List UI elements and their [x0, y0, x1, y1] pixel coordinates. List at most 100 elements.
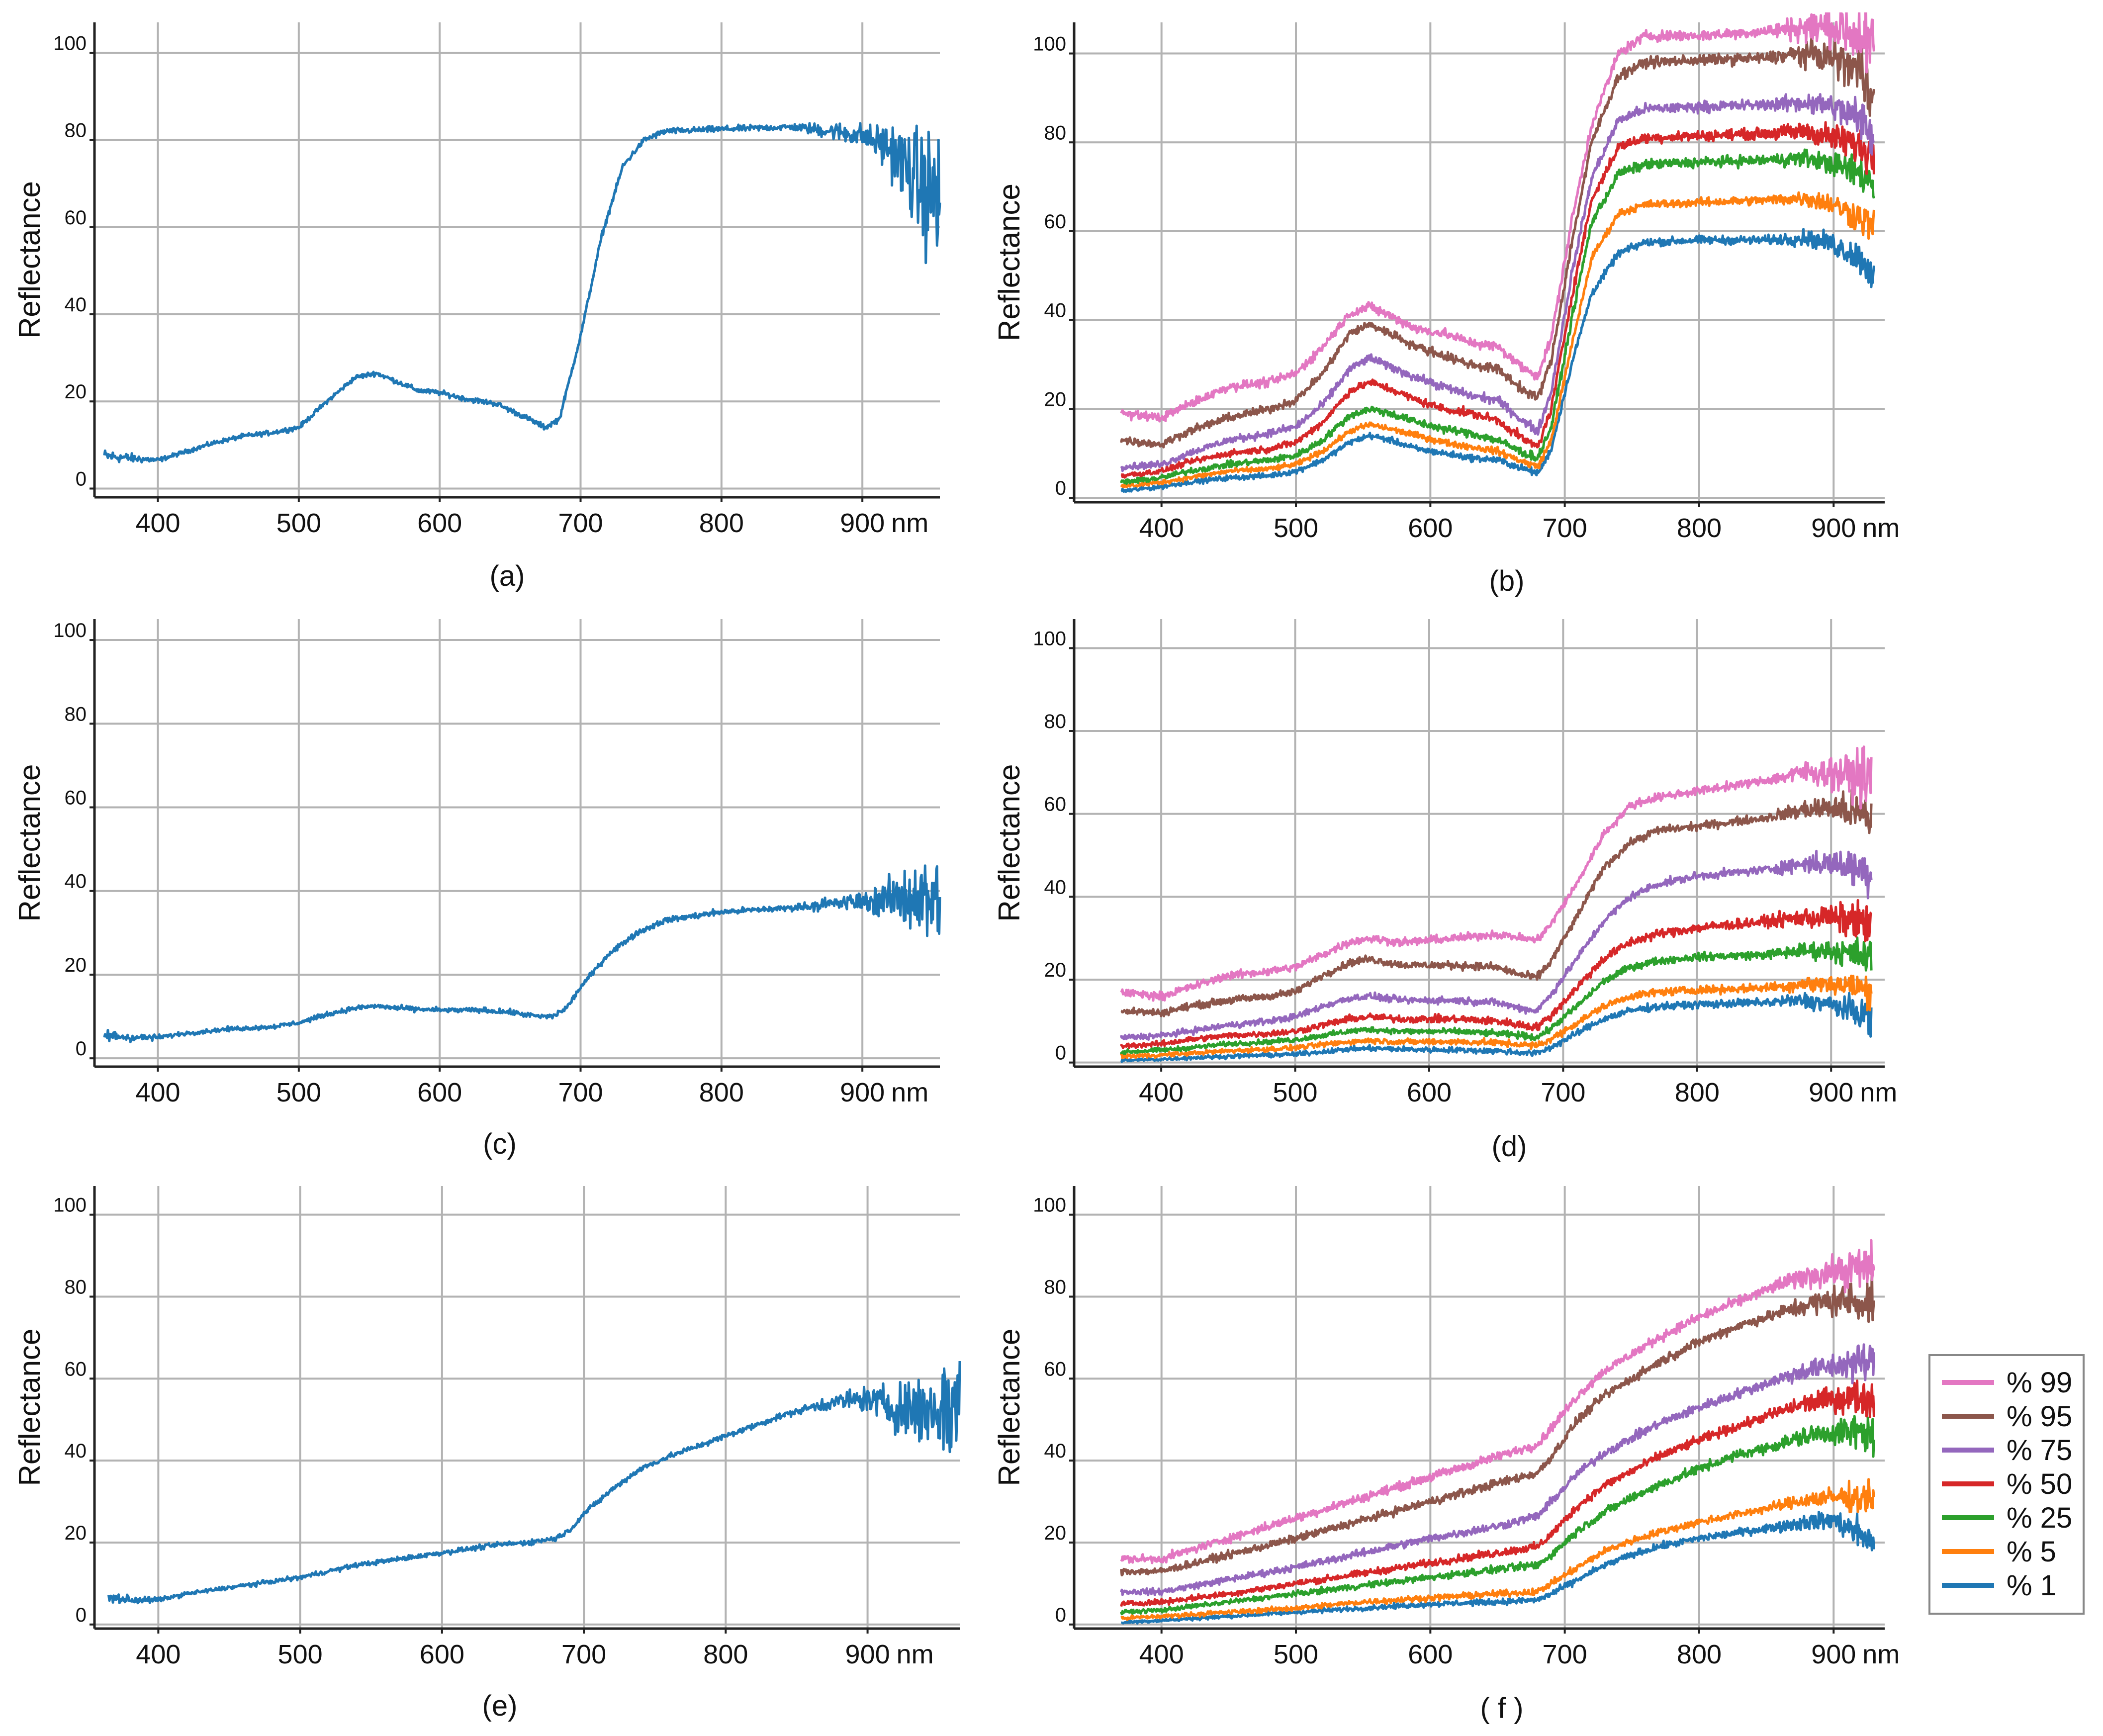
x-unit-label: nm: [891, 1078, 928, 1107]
series-line-50: [1120, 1379, 1875, 1607]
x-tick-label: 900: [1811, 1640, 1856, 1669]
series-line-50: [1120, 121, 1875, 479]
y-tick-label: 20: [1044, 388, 1067, 410]
series-line-99: [1120, 1239, 1875, 1564]
y-tick-label: 100: [53, 32, 87, 54]
legend-label: % 25: [2007, 1502, 2072, 1534]
y-tick-label: 60: [65, 207, 87, 229]
series-line-50: [1120, 899, 1872, 1049]
y-axis-label: Reflectance: [993, 1329, 1026, 1486]
x-tick-label: 500: [1273, 1078, 1317, 1107]
x-tick-label: 900: [840, 1078, 885, 1107]
y-tick-label: 40: [1044, 300, 1067, 322]
x-tick-label: 400: [135, 1078, 180, 1107]
legend-label: % 1: [2007, 1569, 2056, 1602]
chart-panel-4: 400 500 600 700 800 900 nm 0 20 40 60 80 100 Reflecta…: [993, 619, 1897, 1163]
y-tick-label: 60: [65, 787, 87, 809]
chart-panel-5: 400 500 600 700 800 900 nm 0 20 40 60 80 100 Reflecta…: [13, 1186, 961, 1722]
x-tick-label: 900: [840, 508, 885, 538]
series-line-25: [1120, 936, 1873, 1055]
y-tick-label: 100: [1033, 628, 1066, 649]
series-line-25: [1120, 1415, 1875, 1616]
y-tick-label: 0: [1055, 1042, 1066, 1064]
x-tick-label: 700: [558, 1078, 603, 1107]
y-tick-label: 20: [65, 954, 87, 976]
x-unit-label: nm: [1862, 513, 1900, 543]
y-tick-label: 60: [65, 1358, 87, 1380]
panel-label: (a): [490, 560, 525, 592]
y-tick-label: 0: [76, 1604, 87, 1626]
panel-label: (c): [483, 1128, 517, 1160]
y-tick-label: 60: [1044, 1358, 1067, 1380]
legend-label: % 75: [2007, 1434, 2072, 1466]
x-tick-label: 500: [276, 508, 321, 538]
y-tick-label: 100: [53, 1194, 87, 1216]
series-line-95: [1120, 788, 1873, 1017]
y-tick-label: 40: [65, 294, 87, 316]
y-tick-label: 100: [53, 620, 87, 641]
legend-label: % 5: [2007, 1536, 2056, 1568]
x-unit-label: nm: [1862, 1640, 1900, 1669]
chart-panel-1: 400 500 600 700 800 900 nm 0 20 40 60 80 100 Reflecta…: [13, 22, 941, 592]
chart-panel-3: 400 500 600 700 800 900 nm 0 20 40 60 80 100 Reflecta…: [13, 619, 941, 1160]
x-tick-label: 900: [845, 1640, 890, 1669]
x-tick-label: 700: [1543, 513, 1587, 543]
x-tick-label: 800: [699, 1078, 744, 1107]
chart-panel-6: 400 500 600 700 800 900 nm 0 20 40 60 80 100 Reflecta…: [993, 1186, 1900, 1725]
x-tick-label: 700: [1543, 1640, 1587, 1669]
y-tick-label: 20: [65, 1522, 87, 1544]
y-tick-label: 40: [1044, 1440, 1067, 1462]
series-line-75: [1120, 93, 1875, 472]
y-tick-label: 80: [65, 1277, 87, 1298]
series-line-95: [1120, 37, 1875, 449]
series-line-5: [1120, 191, 1875, 488]
series-line-99: [1120, 745, 1873, 1002]
series-line-reflectance: [107, 1361, 961, 1605]
y-tick-label: 40: [65, 871, 87, 893]
x-tick-label: 800: [699, 508, 744, 538]
y-tick-label: 60: [1044, 211, 1067, 233]
y-tick-label: 80: [65, 703, 87, 725]
series-line-5: [1120, 1478, 1875, 1621]
panel-label: ( f ): [1480, 1692, 1524, 1725]
x-tick-label: 600: [1408, 1640, 1453, 1669]
series-line-75: [1120, 1343, 1875, 1597]
series-line-75: [1119, 849, 1873, 1041]
y-tick-label: 100: [1033, 33, 1066, 55]
y-axis-label: Reflectance: [993, 183, 1026, 341]
y-tick-label: 40: [65, 1440, 87, 1462]
y-axis-label: Reflectance: [993, 764, 1026, 922]
series-line-1: [1120, 228, 1875, 493]
y-tick-label: 80: [65, 120, 87, 142]
series-line-5: [1120, 974, 1873, 1060]
y-tick-label: 40: [1044, 876, 1067, 898]
series-line-25: [1120, 148, 1875, 485]
x-unit-label: nm: [891, 508, 928, 538]
y-tick-label: 0: [76, 468, 87, 490]
y-tick-label: 20: [1044, 1522, 1067, 1544]
y-tick-label: 0: [1055, 1604, 1066, 1626]
y-tick-label: 20: [65, 381, 87, 403]
series-line-1: [1120, 1511, 1875, 1625]
y-tick-label: 100: [1033, 1194, 1066, 1216]
x-tick-label: 400: [1139, 1078, 1184, 1107]
x-tick-label: 900: [1811, 513, 1856, 543]
x-tick-label: 400: [135, 508, 180, 538]
legend-label: % 50: [2007, 1468, 2072, 1500]
y-axis-label: Reflectance: [13, 1329, 46, 1486]
series-line-99: [1120, 12, 1875, 423]
x-tick-label: 600: [1408, 513, 1453, 543]
x-tick-label: 600: [1407, 1078, 1452, 1107]
x-tick-label: 700: [1541, 1078, 1585, 1107]
y-tick-label: 60: [1044, 794, 1067, 816]
x-tick-label: 500: [278, 1640, 323, 1669]
panel-label: (b): [1489, 565, 1525, 597]
panel-label: (e): [482, 1690, 518, 1722]
y-axis-label: Reflectance: [13, 181, 46, 339]
x-tick-label: 400: [1139, 1640, 1184, 1669]
legend: % 99% 95% 75% 50% 25% 5% 1: [1928, 1354, 2085, 1615]
legend-label: % 95: [2007, 1400, 2072, 1433]
y-tick-label: 20: [1044, 959, 1067, 981]
series-line-reflectance: [103, 122, 941, 464]
